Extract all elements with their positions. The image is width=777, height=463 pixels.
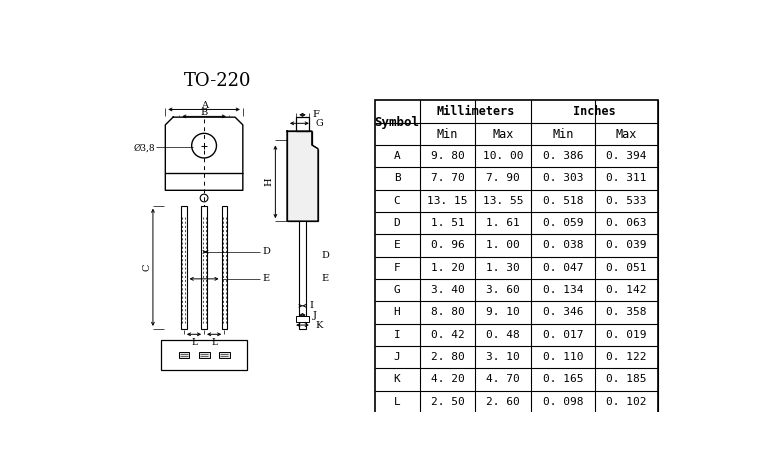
Text: 1. 00: 1. 00 xyxy=(486,240,520,250)
Text: D: D xyxy=(262,247,270,257)
Text: 0. 386: 0. 386 xyxy=(542,151,584,161)
Text: Max: Max xyxy=(615,128,637,141)
Bar xyxy=(296,316,308,322)
Bar xyxy=(221,206,227,329)
Text: 4. 70: 4. 70 xyxy=(486,375,520,384)
Text: 3. 60: 3. 60 xyxy=(486,285,520,295)
Text: 13. 15: 13. 15 xyxy=(427,196,468,206)
Text: Ø3,8: Ø3,8 xyxy=(134,144,155,152)
Text: 0. 102: 0. 102 xyxy=(606,397,646,407)
Text: J: J xyxy=(394,352,400,362)
Text: 3. 40: 3. 40 xyxy=(430,285,465,295)
Text: C: C xyxy=(142,263,152,271)
Text: Min: Min xyxy=(437,128,458,141)
Text: 0. 098: 0. 098 xyxy=(542,397,584,407)
Text: Min: Min xyxy=(552,128,573,141)
Bar xyxy=(299,221,305,329)
Text: L: L xyxy=(191,338,197,347)
Text: Inches: Inches xyxy=(573,105,616,118)
Text: 0. 185: 0. 185 xyxy=(606,375,646,384)
Text: Symbol: Symbol xyxy=(375,116,420,129)
Text: K: K xyxy=(394,375,400,384)
Text: 10. 00: 10. 00 xyxy=(483,151,524,161)
Text: 0. 96: 0. 96 xyxy=(430,240,465,250)
Bar xyxy=(162,340,247,370)
Text: 0. 142: 0. 142 xyxy=(606,285,646,295)
Text: 0. 051: 0. 051 xyxy=(606,263,646,273)
Bar xyxy=(296,117,308,131)
Text: 2. 60: 2. 60 xyxy=(486,397,520,407)
Polygon shape xyxy=(166,117,243,190)
Text: 0. 165: 0. 165 xyxy=(542,375,584,384)
Text: 0. 047: 0. 047 xyxy=(542,263,584,273)
Text: B: B xyxy=(394,173,400,183)
Text: H: H xyxy=(394,307,400,317)
Text: A: A xyxy=(394,151,400,161)
Text: 0. 518: 0. 518 xyxy=(542,196,584,206)
Text: L: L xyxy=(394,397,400,407)
Text: 0. 038: 0. 038 xyxy=(542,240,584,250)
Text: 0. 122: 0. 122 xyxy=(606,352,646,362)
Text: 0. 358: 0. 358 xyxy=(606,307,646,317)
Text: J: J xyxy=(312,311,316,319)
Text: K: K xyxy=(315,320,323,330)
Text: H: H xyxy=(265,177,274,186)
Text: E: E xyxy=(262,275,270,283)
Text: F: F xyxy=(394,263,400,273)
Bar xyxy=(199,352,210,358)
Bar xyxy=(219,352,230,358)
Polygon shape xyxy=(287,131,318,221)
Text: 9. 10: 9. 10 xyxy=(486,307,520,317)
Text: 0. 110: 0. 110 xyxy=(542,352,584,362)
Text: G: G xyxy=(394,285,400,295)
Text: 0. 346: 0. 346 xyxy=(542,307,584,317)
Text: 8. 80: 8. 80 xyxy=(430,307,465,317)
Text: 9. 80: 9. 80 xyxy=(430,151,465,161)
Text: D: D xyxy=(322,251,329,260)
Text: 0. 48: 0. 48 xyxy=(486,330,520,340)
Text: 7. 90: 7. 90 xyxy=(486,173,520,183)
Text: 1. 30: 1. 30 xyxy=(486,263,520,273)
Text: E: E xyxy=(322,275,329,283)
Text: 4. 20: 4. 20 xyxy=(430,375,465,384)
Text: I: I xyxy=(394,330,400,340)
Text: 0. 059: 0. 059 xyxy=(542,218,584,228)
Text: 0. 063: 0. 063 xyxy=(606,218,646,228)
Bar xyxy=(201,206,207,329)
Text: Millimeters: Millimeters xyxy=(436,105,514,118)
Text: E: E xyxy=(394,240,400,250)
Text: G: G xyxy=(315,119,323,128)
Text: TO-220: TO-220 xyxy=(183,73,251,90)
Text: A: A xyxy=(200,101,207,110)
Text: C: C xyxy=(394,196,400,206)
Text: I: I xyxy=(309,301,313,310)
Text: 0. 394: 0. 394 xyxy=(606,151,646,161)
Bar xyxy=(179,352,190,358)
Text: 1. 20: 1. 20 xyxy=(430,263,465,273)
Text: 0. 533: 0. 533 xyxy=(606,196,646,206)
Text: 0. 303: 0. 303 xyxy=(542,173,584,183)
Text: 2. 80: 2. 80 xyxy=(430,352,465,362)
Text: 7. 70: 7. 70 xyxy=(430,173,465,183)
Text: 0. 42: 0. 42 xyxy=(430,330,465,340)
Text: Max: Max xyxy=(493,128,514,141)
Bar xyxy=(375,100,658,413)
Text: 1. 51: 1. 51 xyxy=(430,218,465,228)
Text: 0. 019: 0. 019 xyxy=(606,330,646,340)
Text: L: L xyxy=(211,338,217,347)
Text: 0. 017: 0. 017 xyxy=(542,330,584,340)
Text: 0. 134: 0. 134 xyxy=(542,285,584,295)
Text: 0. 039: 0. 039 xyxy=(606,240,646,250)
Text: F: F xyxy=(312,110,319,119)
Text: 13. 55: 13. 55 xyxy=(483,196,524,206)
Text: B: B xyxy=(200,108,207,117)
Text: 1. 61: 1. 61 xyxy=(486,218,520,228)
Text: 0. 311: 0. 311 xyxy=(606,173,646,183)
Text: 3. 10: 3. 10 xyxy=(486,352,520,362)
Text: D: D xyxy=(394,218,400,228)
Bar xyxy=(181,206,186,329)
Text: 2. 50: 2. 50 xyxy=(430,397,465,407)
